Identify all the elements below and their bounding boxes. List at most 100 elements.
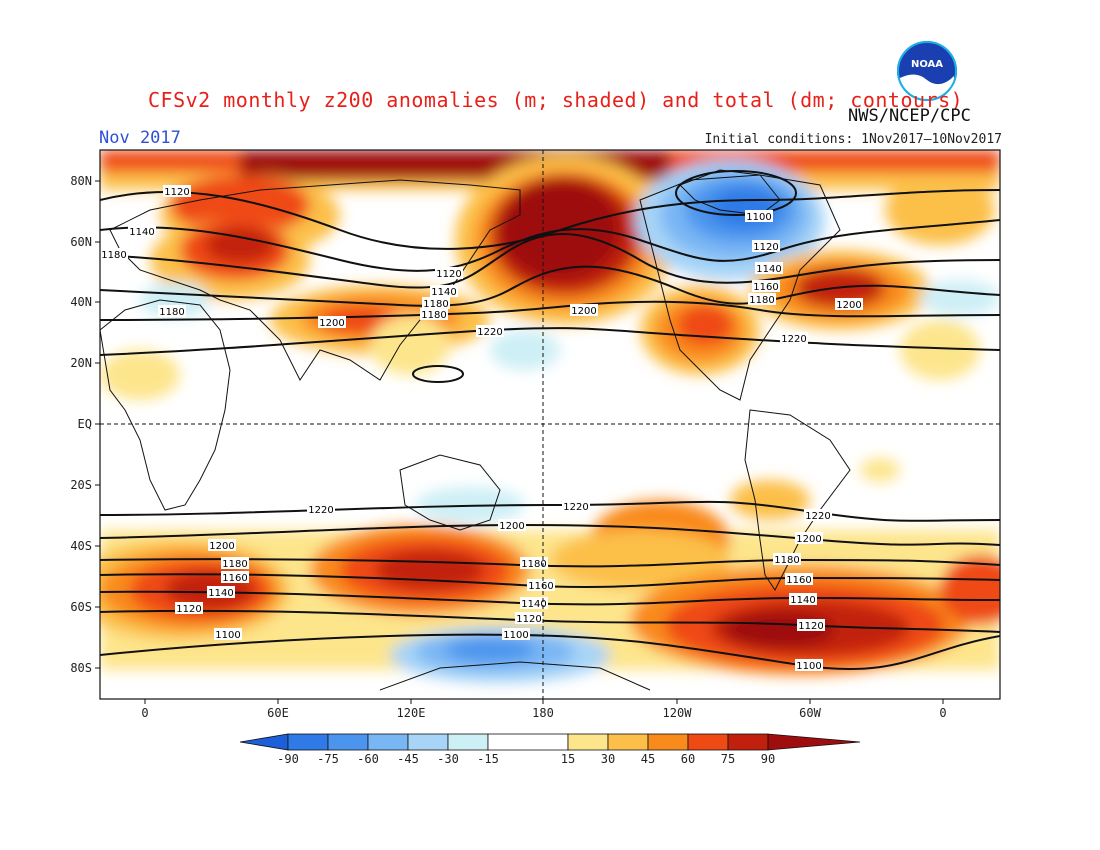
contour-1160-south	[100, 573, 1000, 588]
contour-label: 1220	[780, 332, 808, 345]
eurasia-outline	[109, 179, 521, 381]
colorbar-segment	[239, 733, 289, 751]
contour-label: 1120	[515, 612, 543, 625]
contour-1100-south	[100, 633, 1000, 671]
contour-label: 1160	[752, 280, 780, 293]
svg-text:1100: 1100	[215, 630, 240, 641]
svg-text:1220: 1220	[805, 511, 830, 522]
contour-label: 1180	[100, 248, 128, 261]
svg-text:1180: 1180	[749, 295, 774, 306]
svg-text:1200: 1200	[571, 306, 596, 317]
australia-outline	[399, 454, 501, 531]
y-tick-label: 20N	[70, 356, 92, 370]
colorbar-segment	[567, 733, 609, 751]
svg-text:1200: 1200	[209, 541, 234, 552]
colorbar	[239, 733, 861, 751]
colorbar-label: -75	[317, 752, 339, 766]
svg-text:1120: 1120	[798, 621, 823, 632]
svg-text:1180: 1180	[421, 310, 446, 321]
colorbar-segment	[327, 733, 369, 751]
contour-label: 1120	[175, 602, 203, 615]
colorbar-label: 30	[600, 752, 616, 766]
colorbar-label: -60	[357, 752, 379, 766]
x-tick-label: 60E	[267, 706, 289, 720]
svg-text:1180: 1180	[774, 555, 799, 566]
antarctica-outline	[379, 661, 651, 691]
noaa-logo: NOAA	[896, 40, 958, 102]
svg-text:1140: 1140	[521, 599, 546, 610]
colorbar-label: 15	[560, 752, 576, 766]
contour-label: 1160	[221, 571, 249, 584]
colorbar-label: 45	[640, 752, 656, 766]
contour-label: 1220	[476, 325, 504, 338]
contour-label: 1180	[773, 553, 801, 566]
contour-label: 1200	[570, 304, 598, 317]
colorbar-segment	[687, 733, 729, 751]
svg-text:1180: 1180	[521, 559, 546, 570]
colorbar-segment	[367, 733, 409, 751]
y-tick-label: 20S	[70, 478, 92, 492]
contour-label: 1180	[420, 308, 448, 321]
colorbar-segment	[447, 733, 489, 751]
contour-label: 1200	[208, 539, 236, 552]
contour-1200-south	[100, 523, 1000, 546]
colorbar-segment	[487, 733, 569, 751]
svg-text:1220: 1220	[563, 502, 588, 513]
svg-text:1140: 1140	[208, 588, 233, 599]
contour-labels: 1120 1140 1180 1180 1200 1120 1140 1180 …	[100, 185, 863, 672]
africa-outline	[100, 299, 231, 511]
contour-1220-south	[100, 500, 1000, 522]
svg-text:NOAA: NOAA	[911, 59, 943, 70]
svg-text:1180: 1180	[423, 299, 448, 310]
contour-label: 1220	[804, 509, 832, 522]
contour-label: 1100	[214, 628, 242, 641]
contour-label: 1220	[307, 503, 335, 516]
contour-label: 1180	[520, 557, 548, 570]
contour-label: 1200	[835, 298, 863, 311]
colorbar-segment	[767, 733, 861, 751]
contour-label: 1140	[430, 285, 458, 298]
contour-1180-south	[100, 558, 1000, 568]
svg-text:1160: 1160	[222, 573, 247, 584]
x-tick-label: 0	[141, 706, 149, 720]
contour-label: 1180	[748, 293, 776, 306]
north-america-outline	[639, 174, 841, 401]
contour-label: 1140	[207, 586, 235, 599]
y-tick-label: 40N	[70, 295, 92, 309]
contour-1160-north	[100, 233, 1000, 289]
colorbar-segment	[407, 733, 449, 751]
contour-low-arctic	[675, 170, 797, 216]
initial-conditions-label: Initial conditions: 1Nov2017–10Nov2017	[704, 132, 1002, 147]
coastlines	[100, 169, 851, 691]
contour-label: 1160	[785, 573, 813, 586]
svg-text:1120: 1120	[436, 269, 461, 280]
chart-title: CFSv2 monthly z200 anomalies (m; shaded)…	[148, 88, 964, 112]
contour-1140-north	[100, 219, 1000, 272]
svg-text:1120: 1120	[164, 187, 189, 198]
svg-text:1180: 1180	[222, 559, 247, 570]
svg-text:1120: 1120	[516, 614, 541, 625]
svg-text:1140: 1140	[431, 287, 456, 298]
noaa-logo-graphic: NOAA	[897, 41, 957, 101]
y-tick-label: EQ	[77, 417, 92, 431]
colorbar-segment	[287, 733, 329, 751]
contour-label: 1120	[797, 619, 825, 632]
x-tick-label: 120E	[396, 706, 426, 720]
colorbar-label: 90	[760, 752, 776, 766]
contour-label: 1180	[422, 297, 450, 310]
contour-label: 1120	[163, 185, 191, 198]
contour-label: 1140	[520, 597, 548, 610]
svg-text:1200: 1200	[836, 300, 861, 311]
contour-1120-south	[100, 609, 1000, 633]
colorbar-label: -45	[397, 752, 419, 766]
y-tick-label: 40S	[70, 539, 92, 553]
contour-label: 1180	[221, 557, 249, 570]
contour-label: 1200	[498, 519, 526, 532]
colorbar-label: -90	[277, 752, 299, 766]
colorbar-label: 60	[680, 752, 696, 766]
svg-text:1220: 1220	[781, 334, 806, 345]
svg-text:1100: 1100	[503, 630, 528, 641]
y-tick-label: 80S	[70, 661, 92, 675]
contour-label: 1120	[752, 240, 780, 253]
